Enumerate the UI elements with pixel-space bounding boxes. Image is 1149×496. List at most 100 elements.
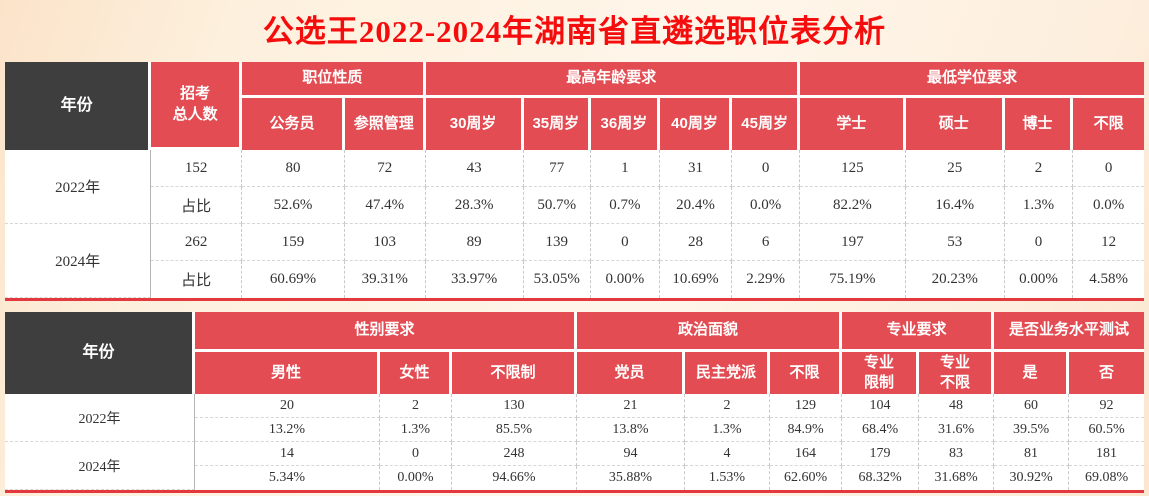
t1-2022-ratio: 20.4% xyxy=(659,187,733,224)
t1-2022-ratio: 52.6% xyxy=(242,187,345,224)
t2-col-male: 男性 xyxy=(195,352,380,394)
t2-2022-ratio: 60.5% xyxy=(1069,418,1145,442)
t2-2024-count: 4 xyxy=(685,442,771,466)
t1-2022-ratio: 28.3% xyxy=(425,187,524,224)
t2-2022-count: 20 xyxy=(195,394,380,418)
t2-2024-count: 94 xyxy=(577,442,686,466)
t2-2024-ratio: 31.68% xyxy=(919,466,995,490)
t1-col-age-45: 45周岁 xyxy=(732,98,800,150)
t1-2024-ratio: 2.29% xyxy=(732,261,800,298)
t2-group-gender: 性别要求 xyxy=(195,312,578,352)
t1-2022-ratio: 0.7% xyxy=(591,187,660,224)
t1-2024-count: 0 xyxy=(591,224,660,261)
t1-col-reference-mgmt: 参照管理 xyxy=(344,98,426,150)
t2-year-header: 年份 xyxy=(5,312,195,394)
t1-2022-ratio: 16.4% xyxy=(905,187,1005,224)
t1-2022-ratio: 0.0% xyxy=(1073,187,1144,224)
t2-2022-count: 60 xyxy=(994,394,1070,418)
t1-group-min-degree: 最低学位要求 xyxy=(799,62,1144,98)
t1-2022-count: 1 xyxy=(591,150,660,187)
t1-2024-ratio: 33.97% xyxy=(425,261,524,298)
table-row: 13.2% 1.3% 85.5% 13.8% 1.3% 84.9% 68.4% … xyxy=(5,418,1145,442)
t1-col-master: 硕士 xyxy=(905,98,1005,150)
t2-group-political-status: 政治面貌 xyxy=(577,312,843,352)
t1-2022-ratio: 47.4% xyxy=(344,187,426,224)
t2-2024-count: 164 xyxy=(770,442,843,466)
t2-2024-count: 179 xyxy=(842,442,920,466)
t2-2024-ratio: 94.66% xyxy=(452,466,578,490)
t1-2024-count: 12 xyxy=(1073,224,1144,261)
t1-2024-ratio: 39.31% xyxy=(344,261,426,298)
t1-2024-ratio: 60.69% xyxy=(242,261,345,298)
t2-2024-count: 83 xyxy=(919,442,995,466)
t1-2024-ratio: 10.69% xyxy=(659,261,733,298)
t2-2022-count: 130 xyxy=(452,394,578,418)
table-row: 5.34% 0.00% 94.66% 35.88% 1.53% 62.60% 6… xyxy=(5,466,1145,490)
t1-2022-total: 152 xyxy=(151,150,243,187)
t1-2022-count: 77 xyxy=(523,150,592,187)
t1-2022-ratio-label: 占比 xyxy=(151,187,243,224)
t2-2022-count: 129 xyxy=(770,394,843,418)
t2-2024-count: 181 xyxy=(1069,442,1145,466)
t1-2022-count: 0 xyxy=(732,150,800,187)
t1-2024-ratio: 4.58% xyxy=(1073,261,1144,298)
t1-2022-count: 31 xyxy=(659,150,733,187)
t2-2022-count: 104 xyxy=(842,394,920,418)
t2-col-test-no: 否 xyxy=(1069,352,1145,394)
table-row: 2024年 262 159 103 89 139 0 28 6 197 53 0… xyxy=(5,224,1144,298)
t2-2024-ratio: 30.92% xyxy=(994,466,1070,490)
t1-2024-ratio-label: 占比 xyxy=(151,261,243,298)
t1-2022-ratio: 1.3% xyxy=(1004,187,1074,224)
requirements-analysis-table: 年份 性别要求 政治面貌 专业要求 是否业务水平测试 男性 女性 不限制 党员 … xyxy=(5,312,1145,493)
t1-2024-count: 6 xyxy=(732,224,800,261)
t1-2024-count: 197 xyxy=(799,224,906,261)
t1-2024-ratio: 75.19% xyxy=(799,261,906,298)
t1-2024-count: 103 xyxy=(344,224,426,261)
t2-2022-ratio: 1.3% xyxy=(685,418,771,442)
t1-2022-count: 125 xyxy=(799,150,906,187)
t1-2022-count: 43 xyxy=(425,150,524,187)
t2-2024-ratio: 62.60% xyxy=(770,466,843,490)
t2-2022-ratio: 85.5% xyxy=(452,418,578,442)
t2-col-test-yes: 是 xyxy=(994,352,1070,394)
t1-2022-count: 72 xyxy=(344,150,426,187)
t1-year-header: 年份 xyxy=(5,62,152,150)
t1-group-position-nature: 职位性质 xyxy=(242,62,426,98)
table-row: 2024年 14 0 248 94 4 164 179 83 81 181 xyxy=(5,442,1145,490)
t2-2024-ratio: 5.34% xyxy=(195,466,380,490)
table-row: 占比 52.6% 47.4% 28.3% 50.7% 0.7% 20.4% 0.… xyxy=(5,187,1144,224)
t1-col-bachelor: 学士 xyxy=(799,98,906,150)
t2-2022-count: 2 xyxy=(685,394,771,418)
page-title: 公选王2022-2024年湖南省直遴选职位表分析 xyxy=(262,14,887,49)
t1-col-doctor: 博士 xyxy=(1004,98,1074,150)
t2-col-politics-unlimited: 不限 xyxy=(770,352,843,394)
table-row: 2022年 20 2 130 21 2 129 104 48 60 92 xyxy=(5,394,1145,442)
t1-2024-ratio: 20.23% xyxy=(905,261,1005,298)
t2-2022-ratio: 1.3% xyxy=(380,418,452,442)
t1-2024-ratio: 53.05% xyxy=(523,261,592,298)
t2-2024-count: 248 xyxy=(452,442,578,466)
t2-year-2022: 2022年 xyxy=(5,394,195,442)
t2-2024-ratio: 0.00% xyxy=(380,466,452,490)
t1-2024-ratio: 0.00% xyxy=(591,261,660,298)
t2-2022-ratio: 13.2% xyxy=(195,418,380,442)
t2-2022-ratio: 84.9% xyxy=(770,418,843,442)
t1-2022-count: 2 xyxy=(1004,150,1074,187)
t1-2024-count: 139 xyxy=(523,224,592,261)
t1-2024-ratio: 0.00% xyxy=(1004,261,1074,298)
t2-2022-ratio: 13.8% xyxy=(577,418,686,442)
t2-2022-count: 48 xyxy=(919,394,995,418)
t1-2022-ratio: 82.2% xyxy=(799,187,906,224)
t1-2024-total: 262 xyxy=(151,224,243,261)
t1-2022-count: 80 xyxy=(242,150,345,187)
t1-2022-count: 0 xyxy=(1073,150,1144,187)
t1-col-age-35: 35周岁 xyxy=(523,98,592,150)
t1-2022-count: 25 xyxy=(905,150,1005,187)
t1-col-age-30: 30周岁 xyxy=(425,98,524,150)
t2-col-female: 女性 xyxy=(380,352,452,394)
t1-year-2024: 2024年 xyxy=(5,224,152,298)
t2-col-democratic-party: 民主党派 xyxy=(685,352,771,394)
t1-2024-count: 53 xyxy=(905,224,1005,261)
t2-2022-count: 2 xyxy=(380,394,452,418)
t2-col-major-restricted: 专业 限制 xyxy=(842,352,920,394)
